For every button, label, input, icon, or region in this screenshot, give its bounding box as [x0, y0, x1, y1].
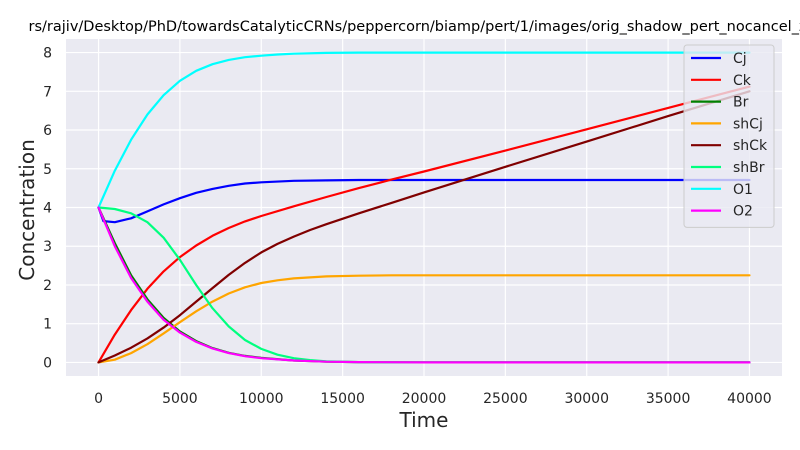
series-lines — [97, 51, 751, 364]
y-axis-label: Concentration — [15, 139, 39, 280]
y-tick-label: 8 — [43, 46, 52, 62]
series-line-o1 — [97, 51, 751, 209]
series-line-ck — [97, 85, 751, 364]
y-tick-label: 3 — [43, 239, 52, 255]
series-line-shck — [97, 90, 751, 364]
x-axis-label: Time — [399, 408, 449, 432]
x-tick-label: 10000 — [239, 391, 284, 407]
chart-title: rs/rajiv/Desktop/PhD/towardsCatalyticCRN… — [29, 19, 800, 35]
legend-label-o1: O1 — [733, 182, 753, 198]
legend-label-shck: shCk — [733, 138, 768, 154]
y-tick-label: 2 — [43, 278, 52, 294]
legend-label-ck: Ck — [733, 73, 752, 89]
legend-box — [683, 44, 775, 228]
x-tick-label: 5000 — [162, 391, 198, 407]
x-tick-label: 0 — [94, 391, 103, 407]
x-tick-label: 40000 — [727, 391, 772, 407]
x-tick-label: 35000 — [646, 391, 691, 407]
y-tick-label: 7 — [43, 84, 52, 100]
legend-label-cj: Cj — [733, 51, 747, 67]
y-tick-label: 6 — [43, 123, 52, 139]
x-tick-label: 25000 — [483, 391, 528, 407]
legend-label-br: Br — [733, 95, 749, 111]
legend-label-shbr: shBr — [733, 160, 765, 176]
x-tick-label: 15000 — [320, 391, 365, 407]
series-line-o2 — [97, 206, 751, 364]
tick-labels: 0 5000 10000 15000 20000 25000 30000 35000 40000… — [43, 46, 772, 407]
y-tick-label: 4 — [43, 201, 52, 217]
series-line-shcj — [97, 274, 751, 364]
legend: Cj Ck Br shCj shCk shBr O1 O2 — [683, 44, 775, 228]
y-tick-label: 1 — [43, 317, 52, 333]
y-tick-label: 0 — [43, 355, 52, 371]
y-tick-label: 5 — [43, 162, 52, 178]
legend-label-o2: O2 — [733, 204, 753, 220]
x-tick-label: 20000 — [402, 391, 447, 407]
x-tick-label: 30000 — [564, 391, 609, 407]
legend-label-shcj: shCj — [733, 116, 763, 132]
series-line-cj — [97, 178, 751, 224]
